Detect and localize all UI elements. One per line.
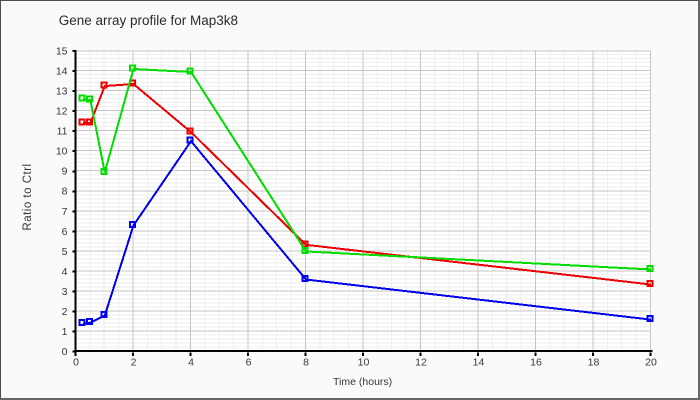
svg-text:6: 6 [246,356,252,368]
svg-text:9: 9 [62,166,68,178]
svg-text:0: 0 [73,356,79,368]
svg-text:14: 14 [56,65,68,77]
svg-text:16: 16 [530,356,542,368]
svg-text:12: 12 [415,356,427,368]
svg-text:Ratio to Ctrl: Ratio to Ctrl [22,163,34,230]
svg-text:7: 7 [62,206,68,218]
svg-text:Time (hours): Time (hours) [333,376,392,388]
svg-text:0: 0 [62,346,68,358]
svg-text:13: 13 [56,85,68,97]
svg-text:14: 14 [473,356,485,368]
svg-text:8: 8 [303,356,309,368]
svg-text:2: 2 [62,306,68,318]
svg-text:5: 5 [62,246,68,258]
svg-text:8: 8 [62,186,68,198]
svg-text:11: 11 [57,126,68,138]
svg-text:2: 2 [131,356,137,368]
svg-text:Gene array profile for Map3k8: Gene array profile for Map3k8 [59,13,238,28]
svg-text:4: 4 [188,356,194,368]
svg-text:1: 1 [62,326,68,338]
svg-text:20: 20 [645,356,657,368]
svg-text:15: 15 [56,45,68,57]
svg-text:4: 4 [62,266,68,278]
svg-text:10: 10 [56,146,68,158]
svg-text:3: 3 [62,286,68,298]
svg-text:10: 10 [358,356,370,368]
svg-text:6: 6 [62,226,68,238]
svg-text:12: 12 [56,106,68,118]
svg-text:18: 18 [588,356,600,368]
